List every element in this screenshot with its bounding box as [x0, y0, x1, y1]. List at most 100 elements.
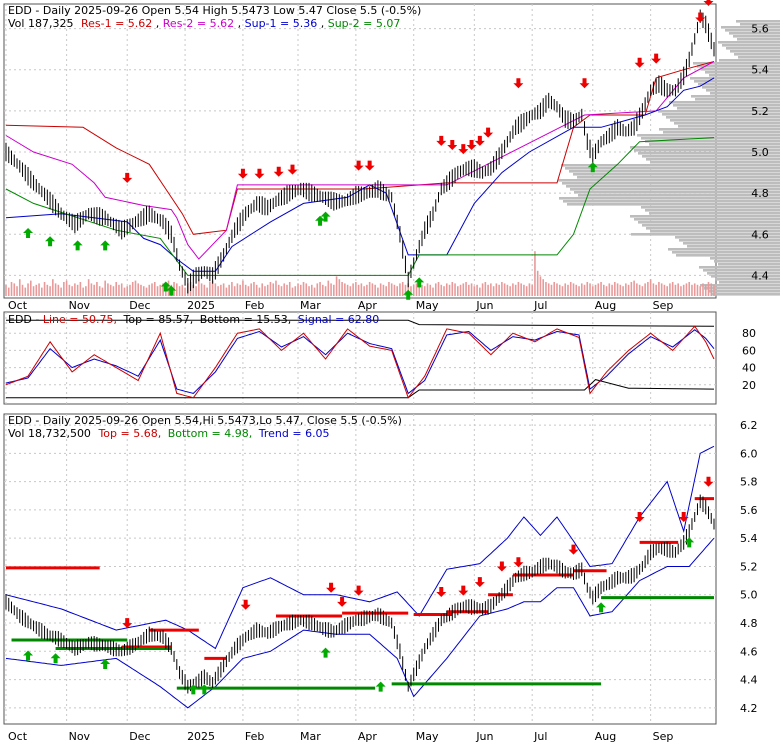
volume-bar	[674, 284, 677, 296]
trend-sell-arrow	[458, 585, 469, 596]
resistance-2-line	[5, 61, 715, 260]
volume-bar	[600, 282, 602, 296]
sell-arrow	[458, 144, 469, 155]
price-y-tick-label: 5.6	[751, 23, 769, 36]
volume-bar	[542, 279, 544, 296]
volume-bar	[333, 284, 335, 296]
volume-bar	[13, 283, 16, 296]
volume-bar	[479, 287, 481, 296]
volume-bar	[658, 282, 660, 296]
volume-bar	[159, 284, 162, 296]
trend-buy-arrow	[199, 684, 210, 695]
volume-bar	[564, 283, 567, 296]
volume-bar	[299, 284, 302, 296]
volume-bar	[310, 284, 313, 296]
volume-profile-bar	[574, 191, 780, 194]
volume-bar	[65, 280, 68, 296]
price-y-tick-label: 5.2	[751, 105, 769, 118]
volume-bar	[451, 282, 454, 296]
volume-bar	[52, 279, 54, 296]
trend-y-tick-label: 5.8	[740, 476, 758, 489]
sell-arrow	[436, 135, 447, 146]
buy-arrow	[587, 162, 598, 173]
volume-bar	[118, 284, 120, 296]
stochastic-header: EDD - Line = 50.75, Top = 85.57, Bottom …	[8, 313, 379, 326]
volume-bar	[575, 284, 578, 296]
price-header-sep3: ,	[321, 17, 328, 30]
trend-sell-arrow	[353, 585, 364, 596]
volume-bar	[200, 283, 203, 296]
trend-buy-arrow	[375, 681, 386, 692]
volume-bar	[24, 287, 27, 296]
price-x-tick-label: 2025	[187, 299, 215, 312]
volume-bar	[29, 280, 32, 296]
volume-bar	[198, 279, 200, 296]
volume-bar	[423, 286, 426, 296]
trend-buy-arrow	[188, 684, 199, 695]
volume-profile-bar	[638, 221, 780, 224]
volume-bar	[346, 284, 349, 296]
volume-profile-bar	[693, 62, 780, 65]
volume-profile-bar	[567, 203, 780, 206]
volume-bar	[288, 282, 291, 296]
volume-profile-bar	[646, 158, 780, 161]
volume-bar	[523, 284, 525, 296]
volume-profile-bar	[641, 206, 780, 209]
volume-bar	[514, 284, 517, 296]
volume-bar	[250, 283, 252, 296]
stochastic-bottom-line	[6, 379, 715, 399]
volume-profile-bar	[646, 227, 780, 230]
volume-bar	[517, 282, 520, 296]
volume-bar	[476, 284, 478, 296]
volume-profile-bar	[650, 161, 780, 164]
price-y-tick-label: 4.8	[751, 187, 769, 200]
volume-bar	[583, 284, 586, 296]
volume-profile-bar	[670, 119, 780, 122]
volume-bar	[123, 287, 126, 296]
volume-bar	[93, 284, 95, 296]
price-x-tick-label: Oct	[8, 299, 28, 312]
volume-bar	[520, 283, 522, 296]
volume-profile-bar	[569, 170, 780, 173]
sell-arrow	[474, 135, 485, 146]
trend-y-tick-label: 5.0	[740, 589, 758, 602]
volume-bar	[236, 283, 239, 296]
trend-sell-arrow	[474, 577, 485, 588]
buy-arrow	[160, 281, 171, 292]
buy-arrow	[320, 211, 331, 222]
volume-bar	[707, 282, 710, 296]
stochastic-header-top: Top = 85.57,	[122, 313, 193, 326]
volume-bar	[280, 286, 283, 296]
volume-bar	[98, 286, 101, 296]
volume-bar	[32, 286, 35, 296]
volume-bar	[357, 284, 360, 296]
trend-sell-arrow	[513, 557, 524, 568]
trend-x-tick-label: Oct	[8, 730, 28, 743]
volume-bar	[556, 283, 558, 296]
volume-bar	[209, 282, 211, 296]
volume-bar	[85, 286, 87, 296]
volume-bar	[550, 284, 553, 296]
volume-bar	[35, 284, 38, 296]
sell-arrow	[513, 78, 524, 89]
price-x-ticks: Oct Nov Dec 2025 Feb Mar Apr May Jun Jul Aug Sep	[8, 299, 673, 312]
volume-bar	[107, 283, 109, 296]
volume-bar	[492, 286, 495, 296]
volume-profile-bar	[645, 209, 780, 212]
stochastic-panel: 20 40 60 80 EDD - Line = 50.75, Top = 85.57…	[3, 311, 756, 405]
volume-bar	[87, 279, 90, 296]
volume-profile-bar	[577, 176, 780, 179]
volume-bar	[462, 283, 465, 296]
trend-panel: 4.2 4.4 4.6 4.8 5.0 5.2 5.4 5.6 5.8 6.0 6.2 Oct Nov…	[3, 413, 758, 743]
volume-profile-bar	[719, 59, 780, 62]
volume-bar	[18, 279, 21, 296]
volume-profile	[558, 20, 780, 296]
volume-bar	[622, 286, 624, 296]
trend-header-trend: Trend = 6.05	[258, 427, 330, 440]
volume-profile-bar	[725, 29, 780, 32]
volume-profile-bar	[722, 44, 780, 47]
volume-profile-bar	[641, 137, 780, 140]
volume-bar	[96, 282, 98, 296]
price-header-sup1: Sup-1 = 5.36	[245, 17, 318, 30]
price-x-tick-label: Jun	[475, 299, 493, 312]
